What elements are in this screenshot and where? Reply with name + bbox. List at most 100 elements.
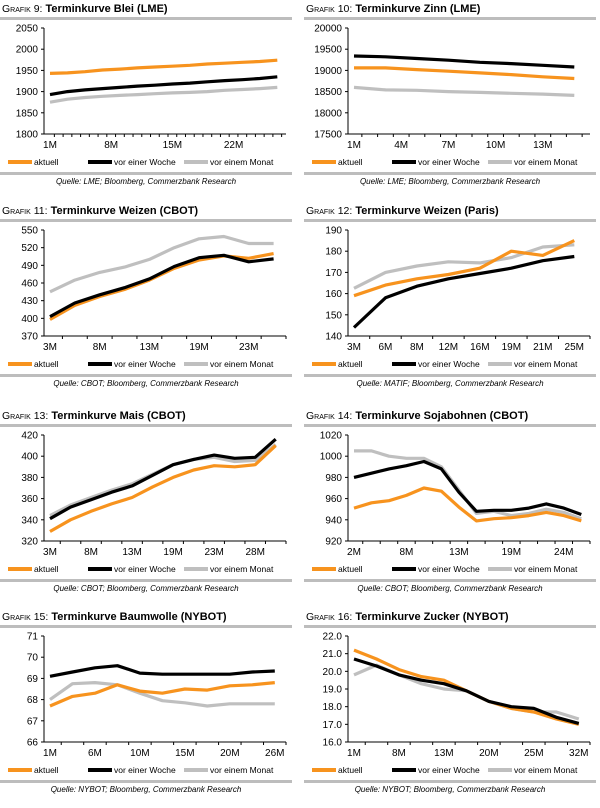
chart-title: Grafik 10: Terminkurve Zinn (LME): [306, 3, 480, 15]
series-line-aktuell: [353, 486, 582, 523]
chart-title-text: Terminkurve Sojabohnen (CBOT): [355, 410, 529, 422]
legend-label: vor einem Monat: [210, 765, 274, 775]
x-tick-label: 19M: [502, 547, 521, 558]
y-tick-label: 430: [21, 296, 38, 307]
x-tick-label: 3M: [43, 342, 57, 353]
y-tick-label: 22.0: [323, 632, 343, 643]
chart-title-text: Terminkurve Blei (LME): [45, 3, 168, 15]
legend-item-vor-einer-woche: vor einer Woche: [392, 564, 480, 574]
chart-title: Grafik 15: Terminkurve Baumwolle (NYBOT): [2, 611, 227, 623]
y-tick-label: 340: [21, 515, 38, 526]
y-tick-label: 21.0: [323, 649, 343, 660]
legend-swatch: [8, 362, 32, 366]
chart-source: Quelle: NYBOT; Bloomberg, Commerzbank Re…: [50, 785, 242, 794]
y-tick-label: 17500: [314, 130, 342, 141]
x-tick-label: 22M: [224, 140, 243, 151]
legend-item-vor-einer-woche: vor einer Woche: [88, 564, 176, 574]
legend-item-aktuell: aktuell: [312, 157, 363, 167]
series-line-vor-einem-monat: [49, 234, 274, 294]
legend-label: vor einem Monat: [210, 564, 274, 574]
x-tick-label: 10M: [486, 140, 505, 151]
legend-label: vor einer Woche: [418, 564, 480, 574]
legend-item-aktuell: aktuell: [8, 765, 59, 775]
title-rule: [0, 17, 292, 20]
legend-label: aktuell: [34, 359, 59, 369]
series-line-vor-einer-woche: [352, 254, 575, 329]
chart-legend: aktuell vor einer Woche vor einem Monat: [304, 157, 596, 171]
legend-swatch: [488, 160, 512, 164]
chart-number: Grafik 12:: [306, 205, 353, 217]
chart-title: Grafik 13: Terminkurve Mais (CBOT): [2, 410, 186, 422]
footer-rule: [0, 780, 292, 783]
legend-swatch: [88, 362, 112, 366]
y-tick-label: 17.0: [323, 720, 343, 731]
legend-item-vor-einem-monat: vor einem Monat: [488, 564, 577, 574]
series-line-vor-einer-woche: [49, 253, 274, 319]
chart-number: Grafik 16:: [306, 611, 353, 623]
series-line-vor-einem-monat: [49, 85, 278, 104]
footer-rule: [304, 172, 596, 175]
legend-label: aktuell: [34, 564, 59, 574]
legend-label: vor einem Monat: [514, 157, 578, 167]
legend-item-aktuell: aktuell: [8, 564, 59, 574]
y-tick-label: 18.0: [323, 702, 343, 713]
y-tick-label: 69: [27, 674, 39, 685]
y-tick-label: 150: [325, 310, 342, 321]
y-tick-label: 420: [21, 431, 38, 442]
x-tick-label: 16M: [470, 342, 489, 353]
x-tick-label: 1M: [43, 140, 57, 151]
y-tick-label: 520: [21, 243, 38, 254]
legend-label: aktuell: [338, 564, 363, 574]
y-tick-label: 960: [325, 494, 342, 505]
chart-plot-area: 16.0 17.0 18.0 19.0 20.0 21.0 22.0 1M 8M 13M 20M 25…: [323, 632, 591, 759]
series-line-vor-einem-monat: [49, 443, 277, 518]
title-rule: [304, 17, 596, 20]
x-tick-label: 25M: [524, 748, 543, 759]
x-tick-label: 4M: [394, 140, 408, 151]
y-tick-label: 16.0: [323, 738, 343, 749]
chart-legend: aktuell vor einer Woche vor einem Monat: [304, 765, 596, 779]
y-tick-label: 940: [325, 515, 342, 526]
legend-item-aktuell: aktuell: [312, 359, 363, 369]
legend-item-aktuell: aktuell: [8, 157, 59, 167]
chart-source: Quelle: MATIF; Bloomberg, Commerzbank Re…: [356, 379, 544, 388]
footer-rule: [0, 172, 292, 175]
chart-panel-g15: Grafik 15: Terminkurve Baumwolle (NYBOT)…: [0, 608, 292, 808]
title-rule: [304, 219, 596, 222]
legend-item-vor-einer-woche: vor einer Woche: [88, 157, 176, 167]
y-tick-label: 18000: [314, 108, 342, 119]
legend-item-vor-einem-monat: vor einem Monat: [184, 765, 273, 775]
chart-plot-area: 320 340 360 380 400 420 3M 8M 13M 19M 23M 28M: [21, 431, 287, 558]
chart-title: Grafik 11: Terminkurve Weizen (CBOT): [2, 205, 198, 217]
footer-rule: [304, 780, 596, 783]
series-line-aktuell: [354, 66, 575, 81]
y-tick-label: 360: [21, 494, 38, 505]
chart-plot-area: 140 150 160 170 180 190 3M 6M 8M 12M 16M 19M 21M 25M: [325, 226, 591, 353]
chart-legend: aktuell vor einer Woche vor einem Monat: [304, 564, 596, 578]
y-tick-label: 180: [325, 247, 342, 258]
legend-swatch: [488, 567, 512, 571]
legend-item-vor-einem-monat: vor einem Monat: [184, 359, 273, 369]
chart-legend: aktuell vor einer Woche vor einem Monat: [0, 359, 292, 373]
x-tick-label: 20M: [220, 748, 239, 759]
title-rule: [0, 625, 292, 628]
legend-item-aktuell: aktuell: [312, 564, 363, 574]
series-line-vor-einem-monat: [353, 243, 575, 290]
footer-rule: [304, 374, 596, 377]
y-tick-label: 19000: [314, 66, 342, 77]
chart-panel-g10: Grafik 10: Terminkurve Zinn (LME) 17500 18…: [304, 0, 596, 200]
chart-source: Quelle: LME; Bloomberg, Commerzbank Rese…: [359, 177, 541, 186]
y-tick-label: 370: [21, 332, 38, 343]
chart-title-text: Terminkurve Weizen (CBOT): [50, 205, 199, 217]
x-tick-label: 2M: [347, 547, 361, 558]
chart-source: Quelle: LME; Bloomberg, Commerzbank Rese…: [55, 177, 237, 186]
chart-number: Grafik 14:: [306, 410, 353, 422]
y-tick-label: 160: [325, 289, 342, 300]
legend-label: vor einer Woche: [114, 765, 176, 775]
legend-label: vor einem Monat: [514, 564, 578, 574]
legend-label: vor einer Woche: [418, 765, 480, 775]
legend-item-vor-einem-monat: vor einem Monat: [488, 157, 577, 167]
legend-item-vor-einem-monat: vor einem Monat: [488, 765, 577, 775]
chart-title-text: Terminkurve Baumwolle (NYBOT): [51, 611, 227, 623]
legend-item-vor-einer-woche: vor einer Woche: [88, 359, 176, 369]
